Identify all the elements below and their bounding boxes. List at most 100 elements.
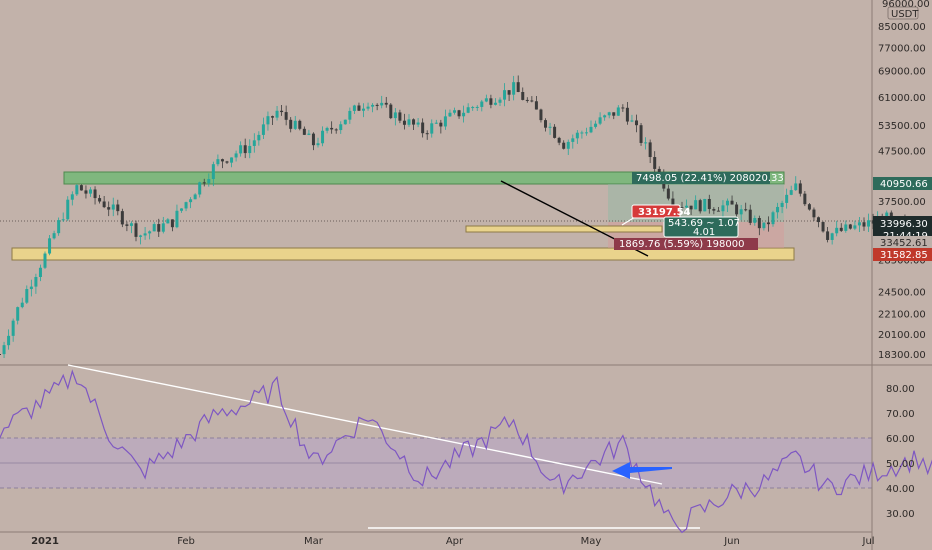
candle-body [484,98,488,102]
candle-body [480,101,484,107]
candle-body [75,185,79,195]
tag-40950-bg [873,177,932,190]
candle-body [648,142,652,158]
candle-body [389,104,393,119]
candle-body [462,112,466,117]
candle-body [180,208,183,211]
candle-body [716,210,720,212]
candle-body [730,200,734,205]
candle-body [739,209,743,215]
candle-body [52,233,56,239]
tag-33452: 33452.61 [880,238,928,249]
candle-body [362,108,365,111]
candle-body [753,217,757,223]
candle-body [889,212,893,217]
candle-body [598,117,602,124]
measure-mid-label: 543.69 ~ 1.07 [668,218,740,229]
candle-body [307,133,311,135]
time-tick-0: 2021 [31,536,59,547]
candle-body [102,201,106,208]
candle-body [848,224,852,229]
measure-bottom-label: 1869.76 (5.59%) 198000 [619,239,744,250]
candle-body [798,183,802,194]
candle-body [744,209,748,211]
candle-body [771,212,775,225]
candle-body [161,223,165,232]
green-resistance-zone[interactable] [63,171,785,185]
measure-inner-box[interactable] [465,225,663,233]
candle-body [321,130,325,144]
candle-body [544,120,547,128]
candle-body [762,222,766,229]
candle-body [503,90,507,100]
candle-body [721,205,725,212]
candle-body [857,222,861,226]
candle-body [16,307,20,321]
candle-body [821,222,825,232]
candle-body [48,238,52,254]
candle-body [780,202,784,207]
tag-40950: 40950.66 [880,179,928,190]
yellow-support-zone[interactable] [11,247,795,261]
candle-body [580,132,584,134]
candle-body [261,124,265,135]
candle-body [571,138,575,142]
candles-layer [0,75,932,358]
candle-body [298,120,302,129]
candle-body [366,106,370,109]
candle-body [703,198,707,212]
candle-body [129,223,133,226]
candle-body [66,199,70,220]
candle-body [25,289,29,303]
candle-body [243,145,247,154]
candle-body [807,204,811,210]
candle-body [216,159,220,165]
candle-body [776,206,780,213]
candle-body [603,115,607,118]
candle-body [252,140,256,146]
tag-31582-bg [873,248,932,261]
currency-label-box [887,6,919,20]
candle-body [844,224,848,231]
price-tick-6: 37500.00 [878,197,926,208]
candle-body [785,194,789,203]
candle-body [98,198,102,202]
candle-body [653,157,657,169]
candle-body [430,123,434,134]
measure-top-label: 7498.05 (22.41%) 208020.33 [636,173,784,184]
candle-body [566,141,570,149]
time-tick-5: Jun [723,536,740,547]
rsi-tick-1: 70.00 [886,409,915,420]
candle-body [248,145,252,154]
candle-body [111,204,115,210]
rsi-downtrend-line[interactable] [67,364,663,485]
candle-body [516,82,520,93]
measure-top-label-bg [632,172,770,184]
candle-body [402,120,406,125]
rsi-tick-5: 30.00 [886,509,915,520]
candle-body [635,120,638,126]
candle-body [38,267,42,278]
candle-body [348,110,352,120]
candle-body [698,200,702,212]
measure-mid-sub-label: 4.01 [693,227,715,238]
candle-body [375,104,379,106]
candle-body [594,123,598,127]
time-tick-6: Jul [862,536,875,547]
candle-body [271,116,274,118]
candle-body [139,235,143,237]
candle-body [107,207,111,210]
candle-body [794,183,798,191]
candle-body [29,286,33,290]
candle-body [707,198,711,210]
candle-body [616,107,620,116]
candle-body [20,302,24,308]
candle-body [225,161,229,163]
candle-body [84,190,88,194]
candle-body [548,126,552,128]
candle-body [316,143,320,146]
candle-body [166,219,170,224]
price-tick-11: 18300.00 [878,350,926,361]
